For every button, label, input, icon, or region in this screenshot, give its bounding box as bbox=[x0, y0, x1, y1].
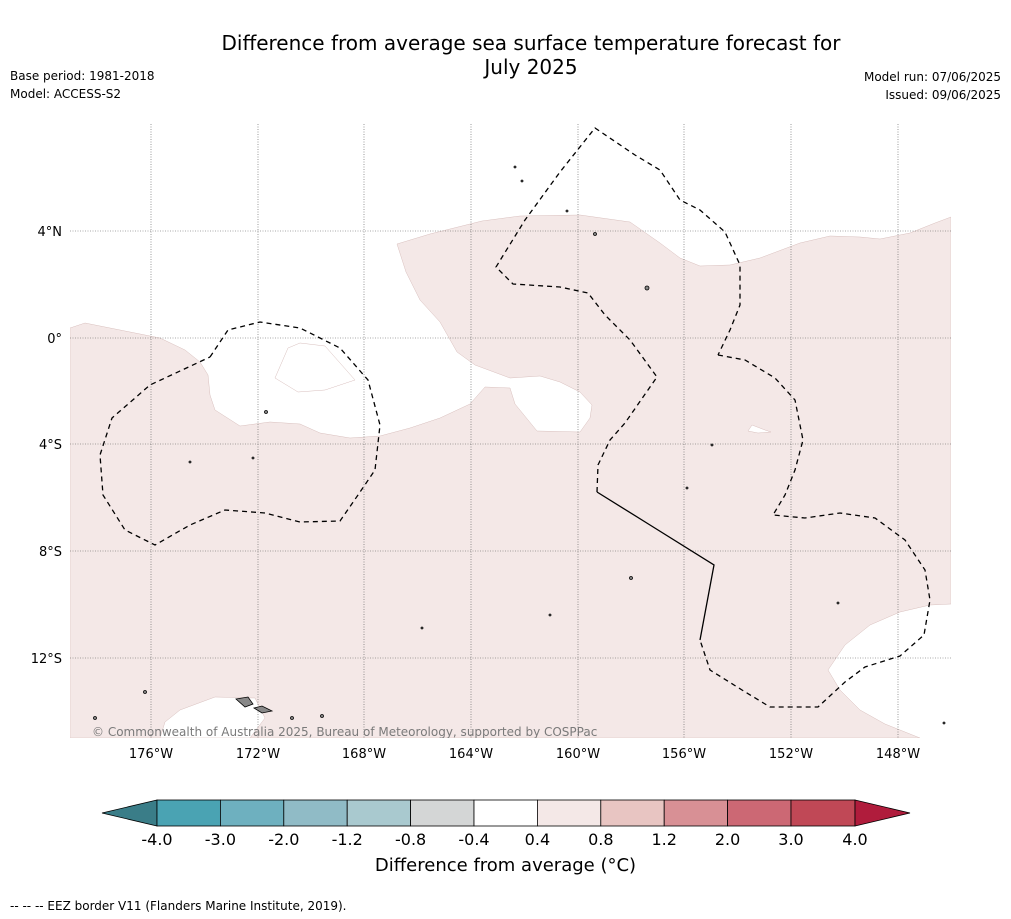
meta-left: Base period: 1981-2018 Model: ACCESS-S2 bbox=[10, 67, 155, 103]
meta-right: Model run: 07/06/2025 Issued: 09/06/2025 bbox=[864, 68, 1001, 104]
colorbar-tick-label: -1.2 bbox=[332, 830, 363, 849]
lat-label: 12°S bbox=[31, 652, 62, 667]
colorbar-tick-label: -0.4 bbox=[458, 830, 489, 849]
colorbar-tick-label: 0.8 bbox=[588, 830, 613, 849]
lat-label: 4°S bbox=[39, 438, 62, 453]
island-samoa-small bbox=[252, 705, 274, 714]
colorbar-title: Difference from average (°C) bbox=[374, 855, 637, 876]
lon-label: 172°W bbox=[236, 747, 280, 762]
copyright-notice: © Commonwealth of Australia 2025, Bureau… bbox=[92, 725, 597, 739]
neutral-region-small bbox=[747, 424, 772, 434]
colorbar-segment bbox=[219, 799, 285, 827]
island-samoa-large bbox=[235, 696, 254, 708]
lon-label: 168°W bbox=[342, 747, 386, 762]
longitude-labels: 176°W 172°W 168°W 164°W 160°W 156°W 152°… bbox=[129, 747, 920, 762]
eez-border-west bbox=[99, 321, 381, 546]
eez-border-solid bbox=[596, 491, 715, 641]
colorbar-segment bbox=[410, 799, 475, 827]
colorbar-extend-left bbox=[101, 799, 158, 827]
eez-legend-note: -- -- -- EEZ border V11 (Flanders Marine… bbox=[10, 899, 347, 913]
colorbar-tick-label: -3.0 bbox=[205, 830, 236, 849]
islands bbox=[93, 165, 946, 725]
colorbar-segment bbox=[346, 799, 412, 827]
anomaly-region bbox=[70, 214, 951, 738]
lon-label: 160°W bbox=[556, 747, 600, 762]
title-line-2: July 2025 bbox=[484, 55, 578, 79]
lat-label: 0° bbox=[47, 332, 62, 347]
colorbar-segment bbox=[473, 799, 538, 827]
eez-border-east bbox=[699, 354, 931, 708]
map-area: © Commonwealth of Australia 2025, Bureau… bbox=[70, 124, 951, 739]
gridlines bbox=[70, 124, 951, 738]
lat-label: 4°N bbox=[38, 225, 63, 240]
lon-label: 152°W bbox=[769, 747, 813, 762]
model-run: Model run: 07/06/2025 bbox=[863, 70, 1001, 84]
colorbar-tick-label: 0.4 bbox=[525, 830, 550, 849]
lat-label: 8°S bbox=[39, 545, 62, 560]
model-name: Model: ACCESS-S2 bbox=[10, 87, 122, 101]
eez-border-north bbox=[495, 127, 741, 493]
lon-label: 148°W bbox=[876, 747, 920, 762]
colorbar-segment bbox=[727, 799, 792, 827]
colorbar: -4.0 -3.0 -2.0 -1.2 -0.8 -0.4 0.4 0.8 1.… bbox=[101, 799, 911, 849]
colorbar-segment bbox=[156, 799, 221, 827]
issued-date: Issued: 09/06/2025 bbox=[885, 88, 1001, 102]
eez-borders bbox=[99, 127, 931, 708]
colorbar-tick-label: 2.0 bbox=[715, 830, 740, 849]
colorbar-segment bbox=[663, 799, 729, 827]
lon-label: 176°W bbox=[129, 747, 173, 762]
colorbar-tick-label: -0.8 bbox=[395, 830, 426, 849]
colorbar-tick-label: -2.0 bbox=[268, 830, 299, 849]
colorbar-segment bbox=[790, 799, 856, 827]
colorbar-tick-label: 3.0 bbox=[778, 830, 803, 849]
neutral-region bbox=[274, 342, 356, 393]
colorbar-segment bbox=[537, 799, 602, 827]
chart-title: Difference from average sea surface temp… bbox=[160, 31, 902, 79]
colorbar-tick-label: -4.0 bbox=[141, 830, 172, 849]
lon-label: 156°W bbox=[662, 747, 706, 762]
title-line-1: Difference from average sea surface temp… bbox=[221, 31, 841, 55]
colorbar-extend-right bbox=[854, 799, 911, 827]
base-period: Base period: 1981-2018 bbox=[10, 69, 155, 83]
colorbar-tick-label: 4.0 bbox=[842, 830, 867, 849]
latitude-labels: 4°N 0° 4°S 8°S 12°S bbox=[31, 225, 62, 667]
colorbar-segment bbox=[600, 799, 665, 827]
lon-label: 164°W bbox=[449, 747, 493, 762]
colorbar-tick-label: 1.2 bbox=[651, 830, 676, 849]
colorbar-segment bbox=[283, 799, 348, 827]
